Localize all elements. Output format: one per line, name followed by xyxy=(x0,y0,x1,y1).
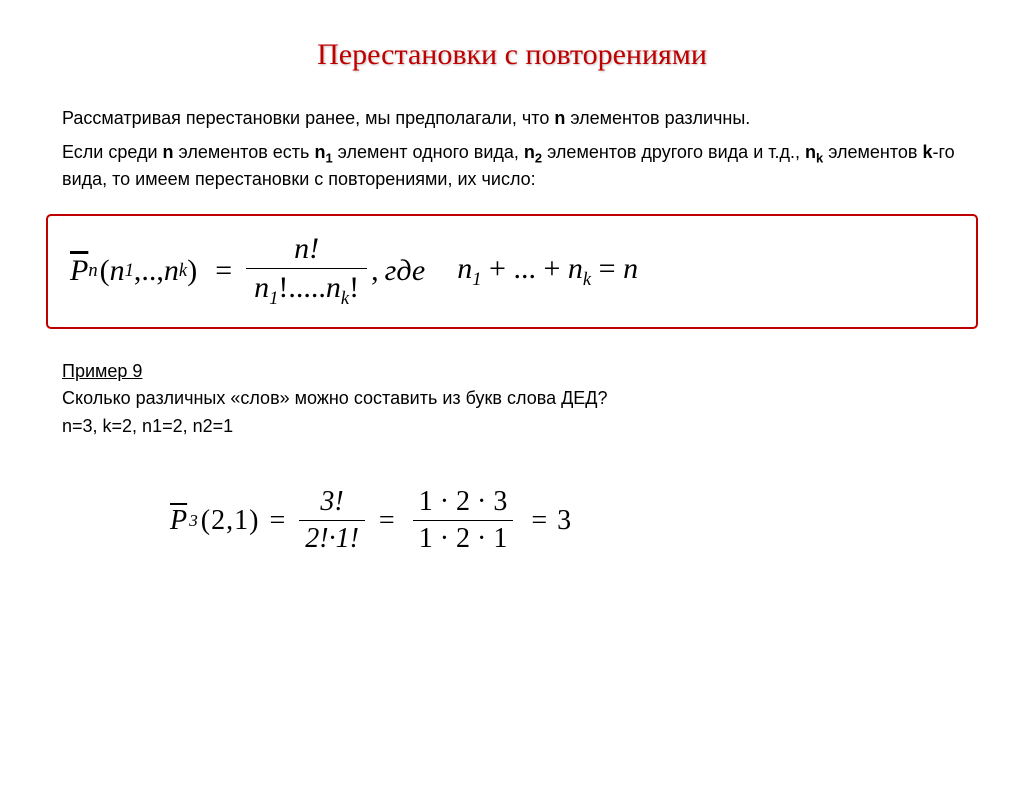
equals: = xyxy=(531,505,547,537)
denominator: 1 · 2 · 1 xyxy=(413,520,514,555)
subscript: 3 xyxy=(189,511,198,531)
text: n xyxy=(254,271,269,304)
fraction-1: 3! 2!·1! xyxy=(299,486,365,555)
example-title: Пример 9 xyxy=(62,361,962,382)
numerator: 1 · 2 · 3 xyxy=(409,486,518,520)
where-label: где xyxy=(385,254,426,288)
numerator: 3! xyxy=(310,486,353,520)
lparen: ( xyxy=(100,254,110,288)
subscript: k xyxy=(583,269,591,290)
text: элементов другого вида и т.д., xyxy=(542,142,805,162)
var-k: k xyxy=(922,142,932,162)
P-bar: P xyxy=(70,254,88,288)
var-n: n xyxy=(163,142,174,162)
page-title: Перестановки с повторениями xyxy=(0,38,1024,72)
main-formula-box: Pn(n1,..,nk) = n! n1!.....nk! , где n1 +… xyxy=(46,214,978,329)
fraction: n! n1!.....nk! xyxy=(246,232,367,310)
text: !..... xyxy=(278,271,326,304)
subscript: k xyxy=(341,288,349,309)
text: Рассматривая перестановки ранее, мы пред… xyxy=(62,108,554,128)
equals: = xyxy=(269,505,285,537)
equals: = xyxy=(379,505,395,537)
text: n xyxy=(623,252,638,285)
subscript: 1 xyxy=(125,260,134,282)
text: n xyxy=(524,142,535,162)
arg: n xyxy=(110,254,125,288)
equals: = xyxy=(591,252,623,285)
subscript: k xyxy=(179,260,187,282)
text: n xyxy=(805,142,816,162)
formula-lhs: Pn(n1,..,nk) xyxy=(70,254,205,288)
text: ! xyxy=(349,271,359,304)
text: n xyxy=(326,271,341,304)
var-nk: nk xyxy=(805,142,823,162)
arg: n xyxy=(164,254,179,288)
sep: ,.., xyxy=(134,254,164,288)
denominator: n1!.....nk! xyxy=(246,268,367,310)
text: Если среди xyxy=(62,142,163,162)
text: n xyxy=(314,142,325,162)
numerator: n! xyxy=(278,232,335,268)
text: + ... + xyxy=(482,252,568,285)
var-n2: n2 xyxy=(524,142,542,162)
subscript: 1 xyxy=(325,151,332,166)
example-question: Сколько различных «слов» можно составить… xyxy=(62,386,962,410)
fraction-2: 1 · 2 · 3 1 · 2 · 1 xyxy=(409,486,518,555)
equals: = xyxy=(215,254,232,288)
text: элементов xyxy=(823,142,922,162)
intro-paragraph-2: Если среди n элементов есть n1 элемент о… xyxy=(62,140,962,191)
var-n: n xyxy=(554,108,565,128)
subscript: n xyxy=(88,260,97,282)
example-params: n=3, k=2, n1=2, n2=1 xyxy=(62,414,962,438)
text: элементов есть xyxy=(174,142,315,162)
intro-paragraph-1: Рассматривая перестановки ранее, мы пред… xyxy=(62,106,962,130)
comma: , xyxy=(371,254,379,288)
P-bar: P xyxy=(170,505,187,537)
text: элементов различны. xyxy=(565,108,750,128)
var-n1: n1 xyxy=(314,142,332,162)
subscript: 1 xyxy=(269,288,278,309)
example-formula: P 3 (2,1) = 3! 2!·1! = 1 · 2 · 3 1 · 2 ·… xyxy=(170,486,1024,555)
text: n xyxy=(457,252,472,285)
subscript: 1 xyxy=(472,269,481,290)
result: 3 xyxy=(557,505,571,537)
text: n xyxy=(568,252,583,285)
args: (2,1) xyxy=(201,505,260,537)
denominator: 2!·1! xyxy=(299,520,365,555)
formula-rhs: n1 + ... + nk = n xyxy=(457,252,638,291)
rparen: ) xyxy=(187,254,197,288)
text: элемент одного вида, xyxy=(333,142,524,162)
